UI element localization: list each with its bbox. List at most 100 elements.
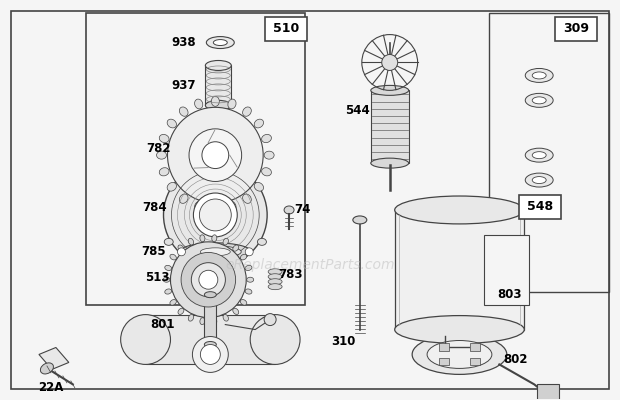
Ellipse shape xyxy=(245,289,252,294)
Ellipse shape xyxy=(242,107,251,116)
Text: 802: 802 xyxy=(503,353,528,366)
Bar xyxy=(489,13,609,292)
Ellipse shape xyxy=(195,99,203,109)
Bar xyxy=(317,13,476,72)
Circle shape xyxy=(181,252,236,307)
Circle shape xyxy=(192,336,228,372)
Ellipse shape xyxy=(200,318,205,325)
Text: 801: 801 xyxy=(150,318,175,331)
Ellipse shape xyxy=(262,168,272,176)
Ellipse shape xyxy=(163,277,170,282)
Ellipse shape xyxy=(228,99,236,109)
Ellipse shape xyxy=(179,243,251,261)
Ellipse shape xyxy=(268,279,282,285)
Bar xyxy=(371,90,409,163)
Ellipse shape xyxy=(264,151,274,159)
Text: 22A: 22A xyxy=(38,381,64,394)
Bar xyxy=(470,344,480,352)
Circle shape xyxy=(200,199,231,231)
Ellipse shape xyxy=(532,152,546,159)
Ellipse shape xyxy=(165,289,172,294)
Ellipse shape xyxy=(188,314,193,321)
Ellipse shape xyxy=(525,148,553,162)
Ellipse shape xyxy=(211,204,219,214)
Ellipse shape xyxy=(205,292,216,298)
Ellipse shape xyxy=(179,194,188,203)
Circle shape xyxy=(250,315,300,364)
Ellipse shape xyxy=(190,246,241,258)
Text: 938: 938 xyxy=(171,36,196,49)
Ellipse shape xyxy=(284,206,294,214)
Ellipse shape xyxy=(195,202,203,211)
Ellipse shape xyxy=(165,265,172,270)
Ellipse shape xyxy=(212,235,217,242)
Ellipse shape xyxy=(395,316,525,344)
Circle shape xyxy=(264,314,276,326)
Ellipse shape xyxy=(525,173,553,187)
Text: 74: 74 xyxy=(294,204,310,216)
Ellipse shape xyxy=(232,245,239,251)
Ellipse shape xyxy=(228,202,236,211)
Circle shape xyxy=(382,54,397,70)
Ellipse shape xyxy=(268,284,282,290)
Ellipse shape xyxy=(262,134,272,143)
Ellipse shape xyxy=(205,60,231,70)
Ellipse shape xyxy=(170,300,176,305)
Ellipse shape xyxy=(206,36,234,48)
Circle shape xyxy=(202,142,229,168)
Ellipse shape xyxy=(159,134,169,143)
Bar xyxy=(537,384,559,400)
Ellipse shape xyxy=(200,235,205,242)
Text: 309: 309 xyxy=(563,22,589,35)
Text: 310: 310 xyxy=(330,335,355,348)
Ellipse shape xyxy=(40,363,53,374)
Text: 513: 513 xyxy=(145,271,170,284)
Ellipse shape xyxy=(241,300,247,305)
Bar xyxy=(520,195,561,219)
Ellipse shape xyxy=(170,254,176,260)
Ellipse shape xyxy=(167,119,177,128)
Text: 785: 785 xyxy=(141,245,166,258)
Ellipse shape xyxy=(178,245,184,251)
Text: 784: 784 xyxy=(142,202,167,214)
Ellipse shape xyxy=(167,182,177,191)
Text: 782: 782 xyxy=(146,142,170,155)
Ellipse shape xyxy=(200,248,230,256)
Ellipse shape xyxy=(223,238,228,245)
Bar xyxy=(395,210,525,330)
Text: 510: 510 xyxy=(273,22,299,35)
Circle shape xyxy=(167,107,263,203)
Ellipse shape xyxy=(257,238,267,245)
Circle shape xyxy=(200,344,220,364)
Circle shape xyxy=(246,248,253,256)
Bar xyxy=(439,344,449,352)
Circle shape xyxy=(170,242,246,318)
Bar xyxy=(86,13,305,305)
Ellipse shape xyxy=(223,314,228,321)
Polygon shape xyxy=(39,348,69,370)
Ellipse shape xyxy=(245,265,252,270)
Ellipse shape xyxy=(353,216,367,224)
Ellipse shape xyxy=(213,40,228,46)
Text: 548: 548 xyxy=(527,200,553,214)
Ellipse shape xyxy=(412,334,507,374)
Ellipse shape xyxy=(164,238,173,245)
Ellipse shape xyxy=(247,277,254,282)
Bar xyxy=(265,17,307,40)
Ellipse shape xyxy=(159,168,169,176)
Circle shape xyxy=(164,163,267,267)
Text: 803: 803 xyxy=(497,288,521,301)
Bar xyxy=(555,17,597,40)
Bar xyxy=(205,295,216,344)
Circle shape xyxy=(199,270,218,289)
Ellipse shape xyxy=(156,151,167,159)
Ellipse shape xyxy=(188,238,193,245)
Bar xyxy=(205,66,231,105)
Ellipse shape xyxy=(268,269,282,275)
Ellipse shape xyxy=(371,158,409,168)
Ellipse shape xyxy=(525,93,553,107)
Ellipse shape xyxy=(525,68,553,82)
Ellipse shape xyxy=(427,340,492,368)
Circle shape xyxy=(193,193,237,237)
Text: 783: 783 xyxy=(278,268,303,281)
